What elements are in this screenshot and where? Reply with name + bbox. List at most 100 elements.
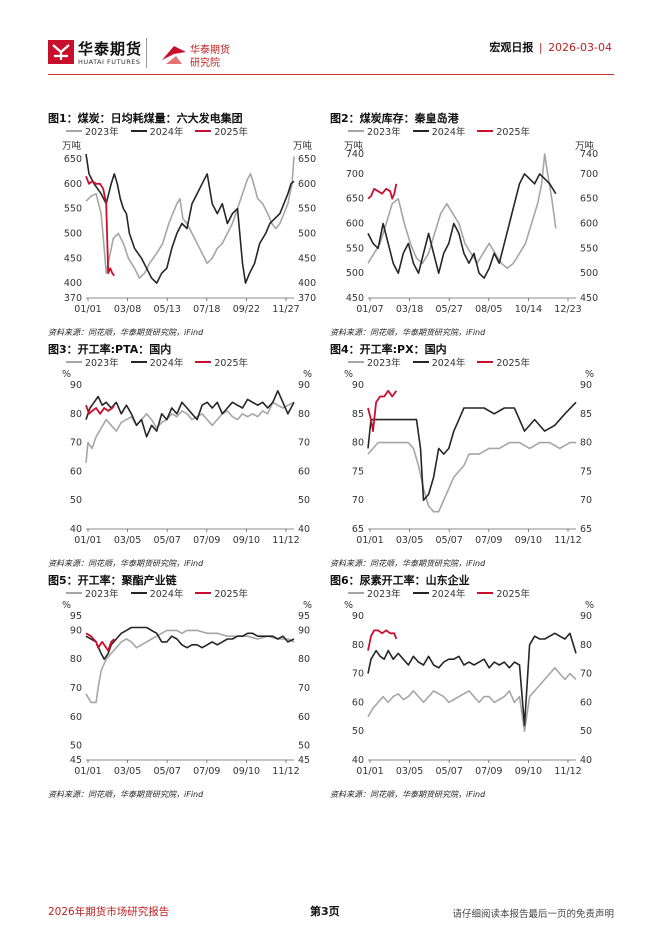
chart-title: 图3：开工率:PTA：国内: [48, 343, 172, 356]
y-tick-label-right: 90: [580, 611, 592, 622]
x-tick-label: 05/27: [436, 304, 463, 315]
y-tick-label-left: 550: [346, 243, 364, 254]
legend-item: 2024年: [130, 586, 184, 600]
y-tick-label-left: 80: [352, 640, 364, 651]
x-tick-label: 12/23: [554, 304, 581, 315]
legend-swatch: [412, 591, 429, 595]
y-tick-label-right: 95: [298, 611, 310, 622]
legend-swatch: [348, 129, 364, 133]
series-line-2023: [85, 156, 295, 279]
y-tick-label-right: 85: [580, 409, 592, 420]
legend-swatch: [348, 591, 364, 595]
y-unit-right: %: [584, 369, 594, 380]
page-number: 第3页: [310, 905, 340, 918]
chart-legend: 2023年 2024年 2025年: [348, 355, 542, 369]
legend-label: 2025年: [214, 358, 249, 369]
institute-sub: 研究院: [190, 58, 220, 69]
legend-swatch: [412, 129, 429, 133]
y-tick-label-right: 50: [298, 495, 310, 506]
series-line-2024: [85, 390, 295, 438]
report-title: 宏观日报: [489, 41, 534, 54]
y-tick-label-left: 650: [346, 194, 364, 205]
series-line-2025: [367, 389, 398, 432]
x-tick-label: 05/07: [154, 766, 181, 777]
series-line-2025: [85, 404, 116, 415]
legend-item: 2025年: [195, 586, 248, 600]
series-line-2024: [85, 153, 295, 284]
x-tick-label: 07/09: [475, 766, 502, 777]
x-tick-label: 11/12: [554, 535, 581, 546]
y-tick-label-right: 90: [298, 380, 310, 391]
y-tick-label-right: 400: [298, 278, 316, 289]
x-tick-label: 01/07: [356, 304, 383, 315]
series-line-2023: [85, 629, 295, 704]
y-tick-label-right: 600: [298, 179, 316, 190]
legend-item: 2024年: [130, 355, 184, 369]
x-tick-label: 03/05: [114, 766, 141, 777]
y-tick-label-left: 70: [70, 438, 82, 449]
chart-legend: 2023年 2024年 2025年: [66, 355, 260, 369]
x-tick-label: 05/07: [154, 535, 181, 546]
y-tick-label-right: 740: [580, 149, 598, 160]
chart-title: 图5：开工率：聚酯产业链: [48, 574, 177, 587]
x-tick-label: 05/07: [436, 535, 463, 546]
legend-label: 2024年: [431, 589, 466, 600]
series-line-2024: [85, 626, 295, 660]
footer-report-name: 2026年期货市场研究报告: [48, 906, 170, 918]
chart-title: 图2：煤炭库存：秦皇岛港: [330, 112, 459, 125]
x-tick-label: 11/27: [272, 304, 299, 315]
legend-swatch: [477, 129, 494, 133]
x-tick-label: 09/10: [233, 535, 260, 546]
x-tick-label: 01/01: [74, 535, 101, 546]
x-tick-label: 07/09: [193, 535, 220, 546]
legend-label: 2025年: [214, 589, 249, 600]
series-line-2023: [367, 153, 557, 269]
y-tick-label-right: 500: [580, 268, 598, 279]
y-tick-label-right: 550: [580, 243, 598, 254]
legend-swatch: [477, 591, 494, 595]
y-unit-left: %: [62, 369, 72, 380]
y-tick-label-right: 60: [298, 466, 310, 477]
y-tick-label-right: 40: [580, 755, 592, 766]
y-tick-label-left: 450: [346, 293, 364, 304]
y-tick-label-right: 70: [298, 683, 310, 694]
chart-legend: 2023年 2024年 2025年: [348, 124, 542, 138]
legend-item: 2023年: [348, 124, 401, 138]
y-tick-label-left: 80: [70, 409, 82, 420]
y-tick-label-right: 50: [298, 741, 310, 752]
x-tick-label: 08/05: [475, 304, 502, 315]
y-tick-label-right: 75: [580, 466, 592, 477]
legend-label: 2024年: [431, 358, 466, 369]
y-unit-right: %: [302, 600, 312, 611]
y-tick-label-left: 50: [70, 741, 82, 752]
y-tick-label-left: 400: [64, 278, 82, 289]
legend-label: 2023年: [85, 127, 119, 138]
y-tick-label-left: 90: [70, 625, 82, 636]
x-tick-label: 01/01: [74, 304, 101, 315]
y-tick-label-right: 700: [580, 169, 598, 180]
legend-swatch: [130, 129, 147, 133]
legend-swatch: [130, 360, 147, 364]
header-rule: [48, 74, 614, 75]
legend-swatch: [66, 129, 82, 133]
y-tick-label-right: 45: [298, 755, 310, 766]
legend-item: 2024年: [412, 586, 466, 600]
series-line-2023: [367, 441, 576, 513]
y-tick-label-left: 500: [64, 228, 82, 239]
y-tick-label-right: 80: [298, 409, 310, 420]
legend-item: 2023年: [66, 124, 119, 138]
legend-item: 2024年: [412, 355, 466, 369]
legend-label: 2024年: [149, 358, 184, 369]
legend-label: 2024年: [149, 589, 184, 600]
y-tick-label-right: 90: [298, 625, 310, 636]
y-unit-right: 万吨: [292, 141, 312, 152]
y-tick-label-right: 65: [580, 524, 592, 535]
y-tick-label-right: 60: [580, 697, 592, 708]
legend-label: 2023年: [367, 127, 401, 138]
x-tick-label: 11/12: [272, 766, 299, 777]
y-tick-label-right: 80: [580, 640, 592, 651]
legend-item: 2025年: [195, 355, 248, 369]
y-tick-label-left: 60: [70, 712, 82, 723]
y-tick-label-right: 550: [298, 204, 316, 215]
y-tick-label-right: 650: [298, 154, 316, 165]
